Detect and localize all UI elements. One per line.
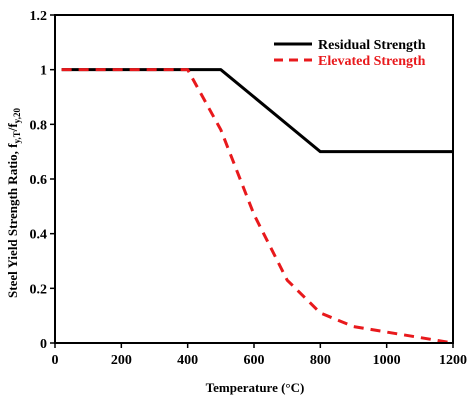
y-tick-label: 0.2 bbox=[30, 282, 48, 297]
y-axis-label: Steel Yield Strength Ratio, fy,T/fy,20 bbox=[5, 108, 22, 298]
y-tick-label: 1.2 bbox=[30, 9, 48, 24]
x-tick-label: 1000 bbox=[373, 353, 401, 368]
x-tick-label: 1200 bbox=[439, 353, 467, 368]
y-axis-label-slash: /f bbox=[5, 123, 20, 133]
plot-frame bbox=[54, 14, 454, 344]
axis-ticks: 0 200 400 600 800 1000 1200 0 0.2 0.4 0.6 0.8 1 1.2 bbox=[30, 9, 468, 368]
series-line-residual-strength bbox=[61, 68, 453, 154]
legend-label-residual: Residual Strength bbox=[318, 38, 426, 53]
legend: Residual Strength Elevated Strength bbox=[274, 38, 426, 69]
x-axis-label: Temperature (°C) bbox=[206, 380, 305, 395]
y-tick-label: 0.6 bbox=[30, 173, 48, 188]
series-layer bbox=[61, 68, 454, 345]
y-axis-label-main: Steel Yield Strength Ratio, f bbox=[5, 143, 20, 298]
series-line-elevated-strength bbox=[61, 68, 454, 345]
y-tick-label: 0 bbox=[40, 337, 47, 352]
x-tick-label: 600 bbox=[244, 353, 265, 368]
y-axis-label-sub-2: y,20 bbox=[12, 108, 22, 124]
x-tick-label: 0 bbox=[52, 353, 59, 368]
y-tick-label: 1 bbox=[40, 64, 47, 79]
x-tick-label: 200 bbox=[111, 353, 132, 368]
y-tick-label: 0.8 bbox=[30, 118, 48, 133]
legend-label-elevated: Elevated Strength bbox=[318, 54, 426, 69]
x-tick-label: 800 bbox=[310, 353, 331, 368]
y-tick-label: 0.4 bbox=[30, 228, 48, 243]
x-tick-label: 400 bbox=[177, 353, 198, 368]
y-axis-label-sub-1: y,T bbox=[12, 131, 22, 143]
